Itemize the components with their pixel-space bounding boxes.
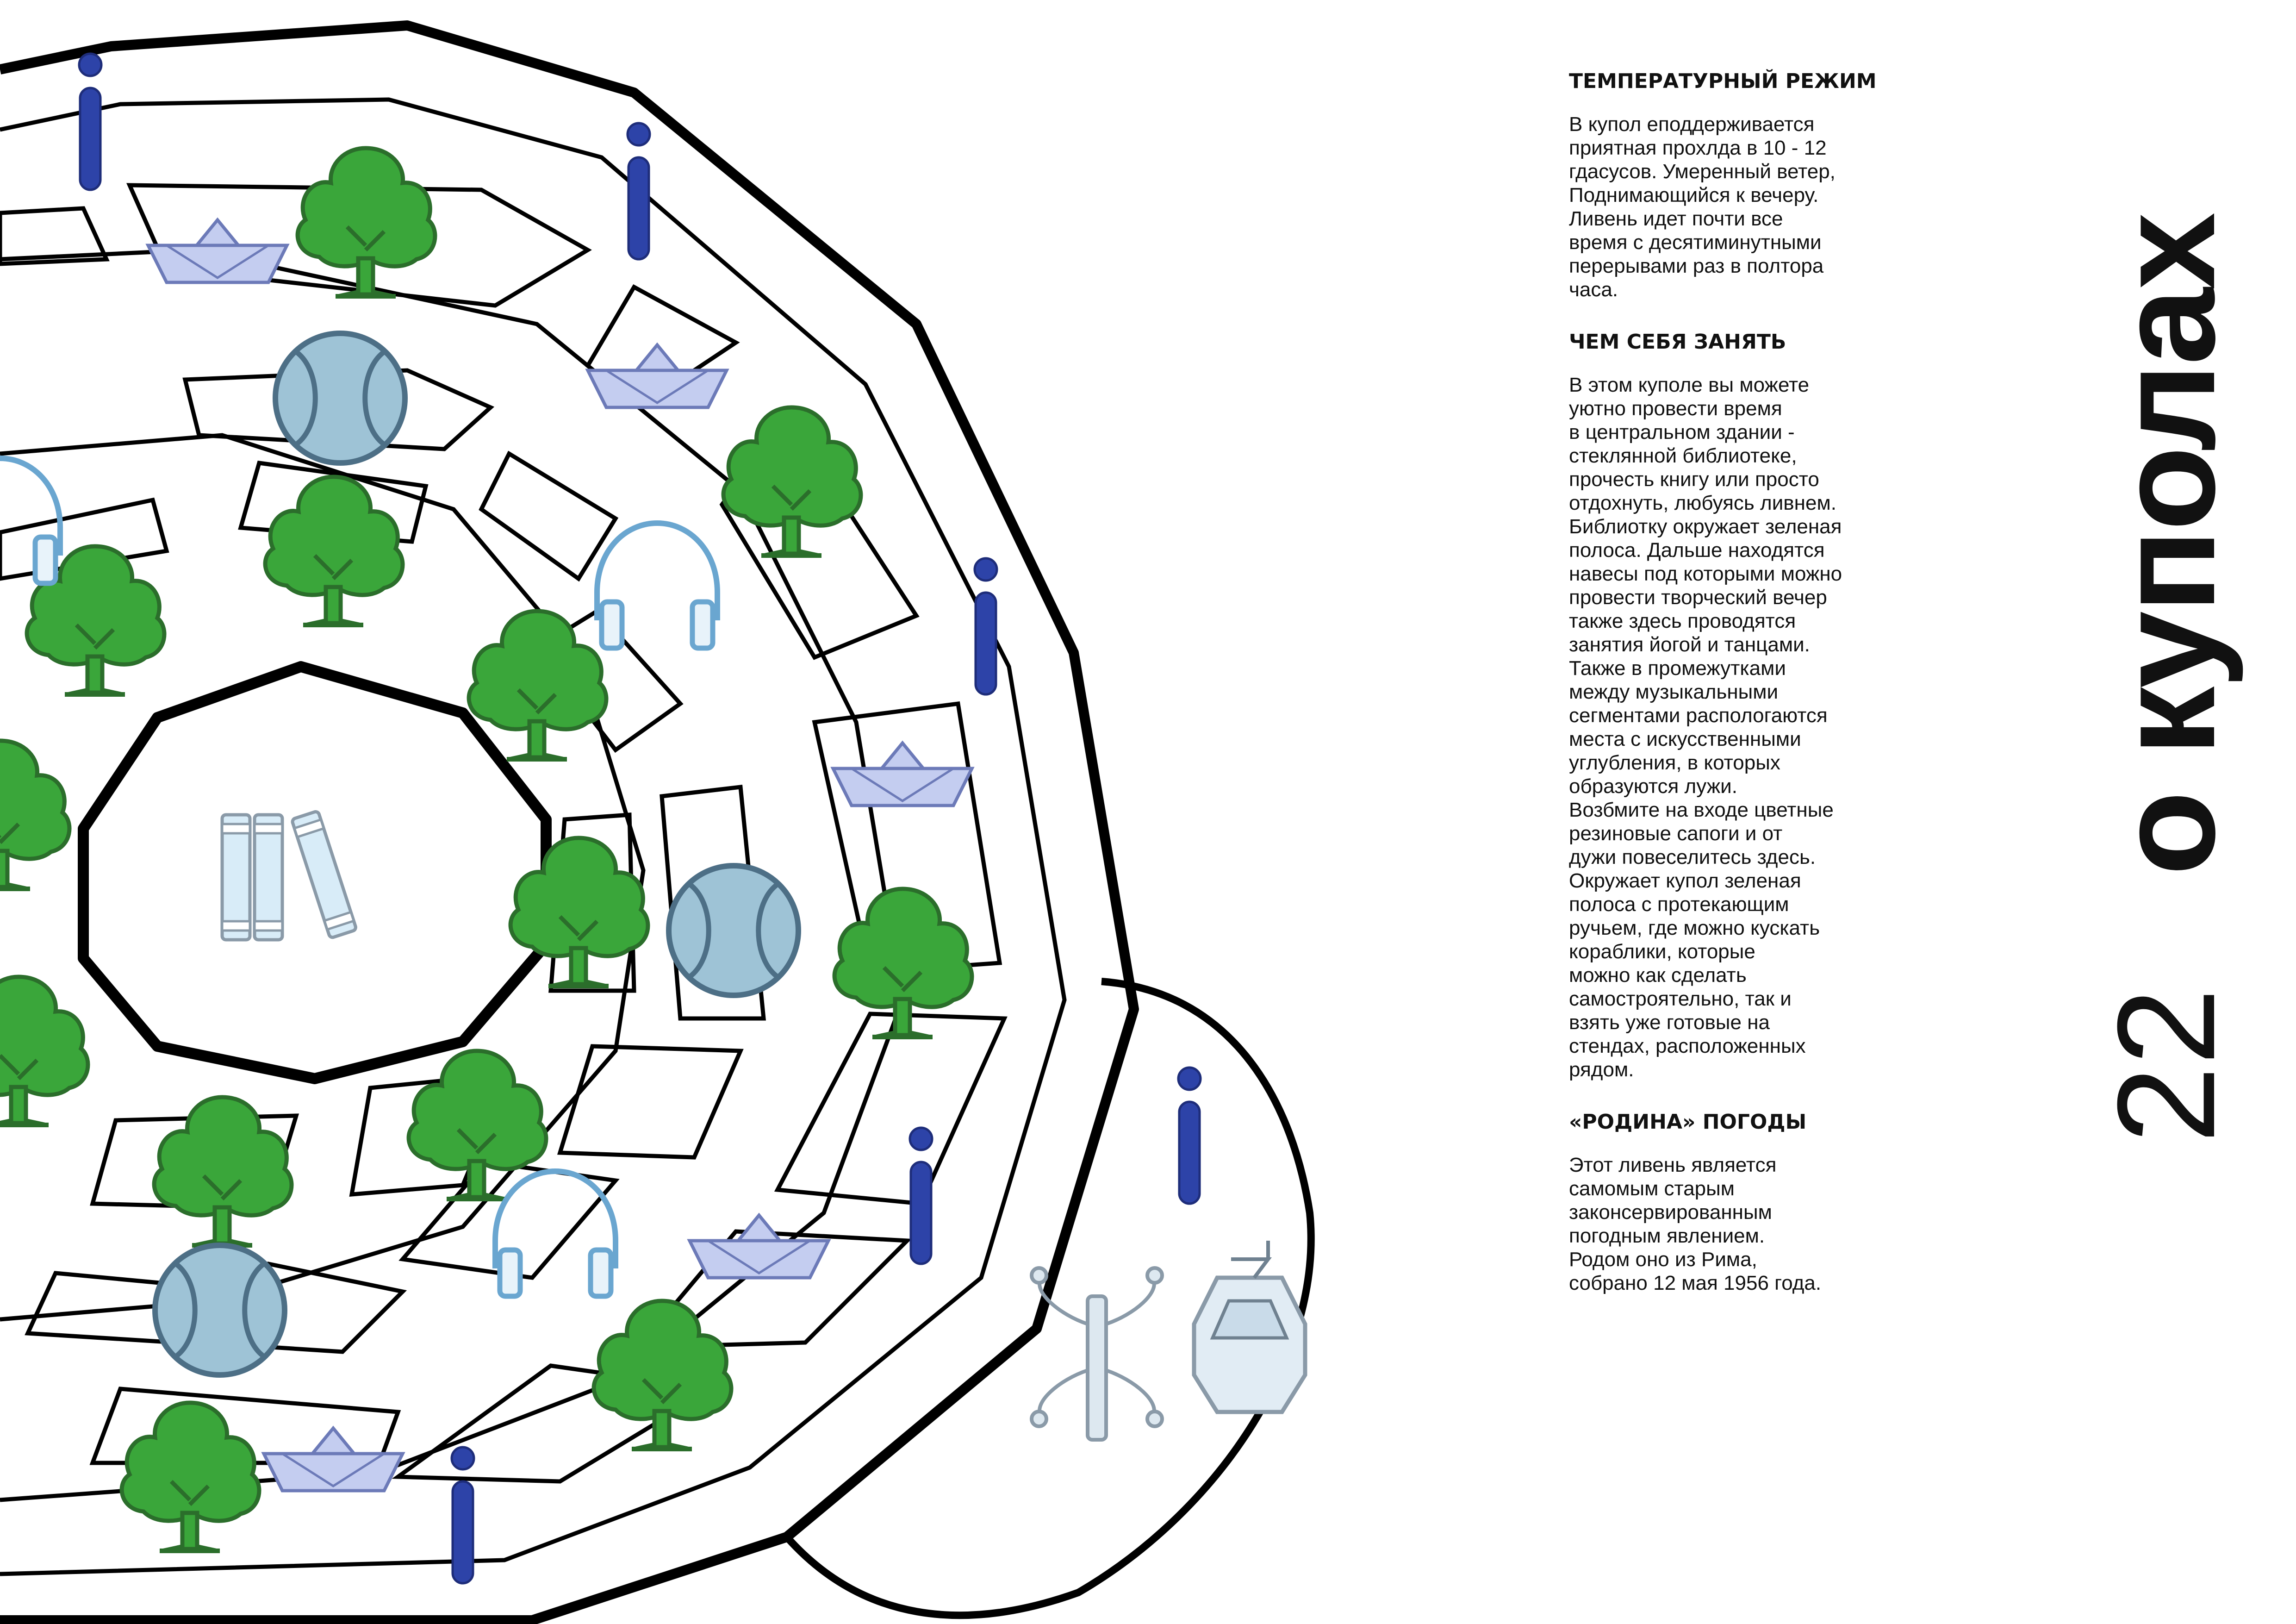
- tree-icon: [0, 977, 88, 1125]
- section-title-origin: «РОДИНА» ПОГОДЫ: [1569, 1110, 1807, 1134]
- info-pin-icon[interactable]: [79, 54, 101, 190]
- paper-boat-icon: [148, 220, 287, 282]
- ball-icon: [275, 333, 405, 463]
- dome-outer-wall: [0, 20, 1139, 1624]
- paper-boat-icon: [833, 743, 972, 806]
- ball-icon: [155, 1245, 285, 1375]
- info-pin-icon[interactable]: [910, 1128, 932, 1264]
- tree-icon: [0, 741, 69, 889]
- tree-icon: [723, 407, 861, 556]
- ring-outer-path: [0, 97, 1067, 1576]
- paper-boat-icon: [588, 345, 727, 407]
- tree-icon: [265, 477, 403, 625]
- tree-icon: [298, 148, 435, 296]
- info-pin-icon[interactable]: [1178, 1068, 1201, 1204]
- section-body-activities: В этом куполе вы можете уютно провести в…: [1569, 374, 1842, 1081]
- section-body-temperature: В купол еподдерживается приятная прохлда…: [1569, 113, 1836, 301]
- lantern-icon: [1192, 1241, 1307, 1414]
- info-pin-icon[interactable]: [628, 123, 650, 259]
- tree-icon: [122, 1403, 259, 1551]
- tree-icon: [469, 611, 606, 759]
- info-pin-icon[interactable]: [975, 558, 997, 694]
- info-pin-icon[interactable]: [452, 1447, 474, 1583]
- headphones-icon: [495, 1171, 616, 1296]
- page-heading: о куполах: [2088, 214, 2244, 876]
- info-text-column: ТЕМПЕРАТУРНЫЙ РЕЖИМ В купол еподдерживае…: [1569, 69, 1921, 1324]
- ring-inner-path: [0, 433, 646, 1322]
- coat-rack-icon: [1030, 1266, 1164, 1442]
- headphones-icon: [597, 523, 717, 648]
- dome-map: [0, 20, 1315, 1624]
- section-title-activities: ЧЕМ СЕБЯ ЗАНЯТЬ: [1569, 330, 1786, 354]
- ball-icon: [669, 866, 798, 995]
- books-icon: [220, 810, 357, 942]
- section-title-temperature: ТЕМПЕРАТУРНЫЙ РЕЖИМ: [1569, 69, 1877, 93]
- tree-icon: [594, 1301, 731, 1449]
- page-side-title: 22 о куполах: [2088, 214, 2244, 1143]
- paper-boat-icon: [264, 1428, 403, 1491]
- page-number: 22: [2088, 987, 2244, 1143]
- section-body-origin: Этот ливень является самомым старым зако…: [1569, 1154, 1822, 1294]
